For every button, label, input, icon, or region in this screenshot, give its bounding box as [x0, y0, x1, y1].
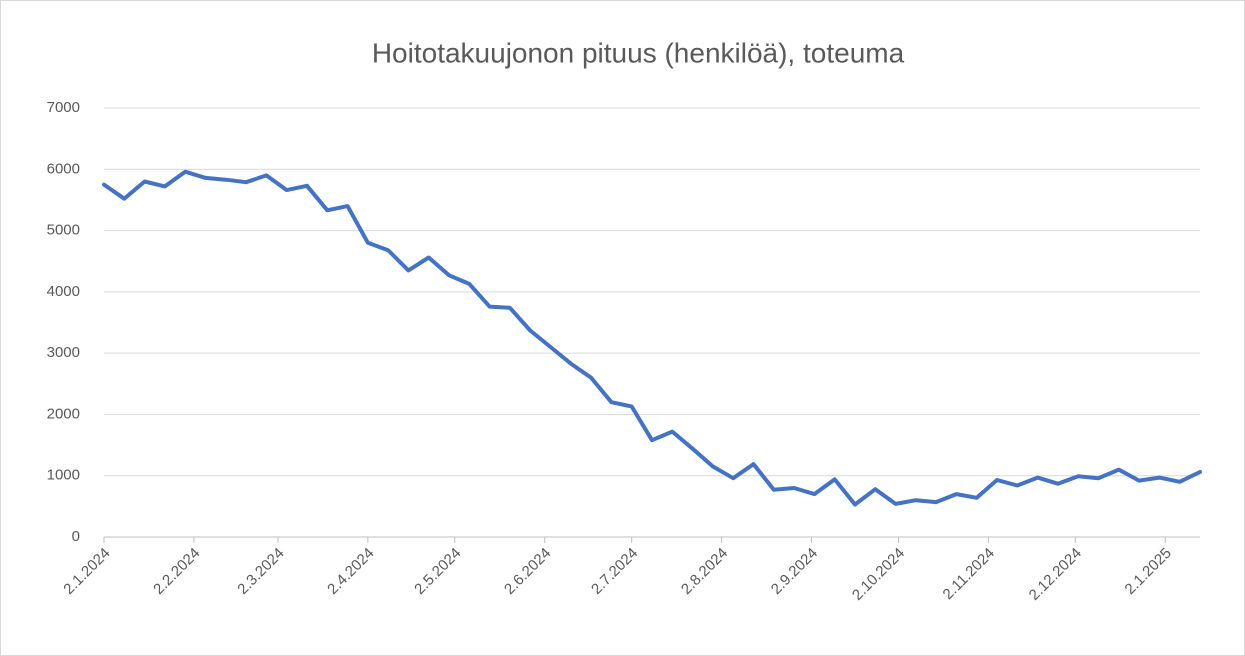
chart-title: Hoitotakuujonon pituus (henkilöä), toteu… — [372, 37, 905, 68]
y-tick-label: 7000 — [47, 99, 80, 116]
y-tick-label: 1000 — [47, 467, 80, 484]
y-tick-label: 5000 — [47, 222, 80, 239]
y-tick-label: 3000 — [47, 344, 80, 361]
data-line — [102, 169, 1202, 507]
y-tick-label: 4000 — [47, 283, 80, 300]
y-tick-label: 0 — [72, 528, 80, 545]
y-tick-label: 6000 — [47, 160, 80, 177]
y-tick-label: 2000 — [47, 405, 80, 422]
